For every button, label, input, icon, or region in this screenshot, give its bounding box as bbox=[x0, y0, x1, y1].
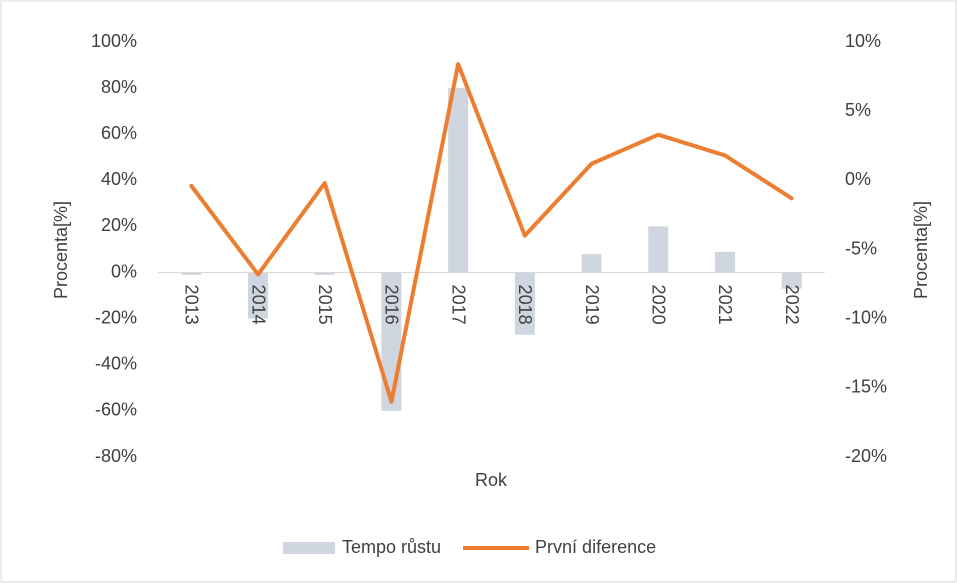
y2-tick-label: 10% bbox=[845, 31, 881, 51]
x-axis-title: Rok bbox=[475, 470, 508, 490]
y-tick-label: 40% bbox=[101, 169, 137, 189]
bar bbox=[248, 272, 269, 319]
y2-tick-label: -15% bbox=[845, 377, 887, 397]
legend-label: První diference bbox=[535, 537, 656, 557]
x-tick-label: 2013 bbox=[182, 285, 202, 325]
x-tick-label: 2022 bbox=[782, 285, 802, 325]
bar bbox=[314, 272, 335, 275]
bar bbox=[648, 226, 669, 273]
legend-swatch bbox=[283, 542, 335, 554]
x-tick-label: 2018 bbox=[515, 285, 535, 325]
y-tick-label: -60% bbox=[95, 400, 137, 420]
y2-tick-label: 0% bbox=[845, 169, 871, 189]
bar bbox=[781, 272, 802, 289]
y-tick-label: -80% bbox=[95, 446, 137, 466]
bar bbox=[448, 88, 469, 273]
x-tick-label: 2014 bbox=[248, 285, 268, 325]
legend-label: Tempo růstu bbox=[342, 537, 441, 557]
y-tick-label: 60% bbox=[101, 123, 137, 143]
y2-tick-label: -5% bbox=[845, 238, 877, 258]
y-tick-label: -40% bbox=[95, 354, 137, 374]
bar bbox=[181, 272, 202, 275]
line bbox=[189, 62, 794, 404]
x-tick-label: 2019 bbox=[582, 285, 602, 325]
bar bbox=[714, 251, 735, 273]
y-tick-label: 80% bbox=[101, 77, 137, 97]
y2-tick-label: 5% bbox=[845, 100, 871, 120]
x-tick-label: 2021 bbox=[715, 285, 735, 325]
x-tick-label: 2020 bbox=[649, 285, 669, 325]
y-tick-label: 20% bbox=[101, 215, 137, 235]
y-tick-label: 100% bbox=[91, 31, 137, 51]
y-tick-label: -20% bbox=[95, 307, 137, 327]
x-tick-label: 2016 bbox=[382, 285, 402, 325]
y2-axis-title: Procenta[%] bbox=[911, 201, 931, 299]
y-tick-label: 0% bbox=[111, 261, 137, 281]
bar bbox=[514, 272, 535, 335]
y2-tick-label: -10% bbox=[845, 307, 887, 327]
bar bbox=[581, 254, 602, 273]
x-tick-label: 2015 bbox=[315, 285, 335, 325]
x-tick-label: 2017 bbox=[448, 285, 468, 325]
y-axis-title: Procenta[%] bbox=[51, 201, 71, 299]
y2-tick-label: -20% bbox=[845, 446, 887, 466]
